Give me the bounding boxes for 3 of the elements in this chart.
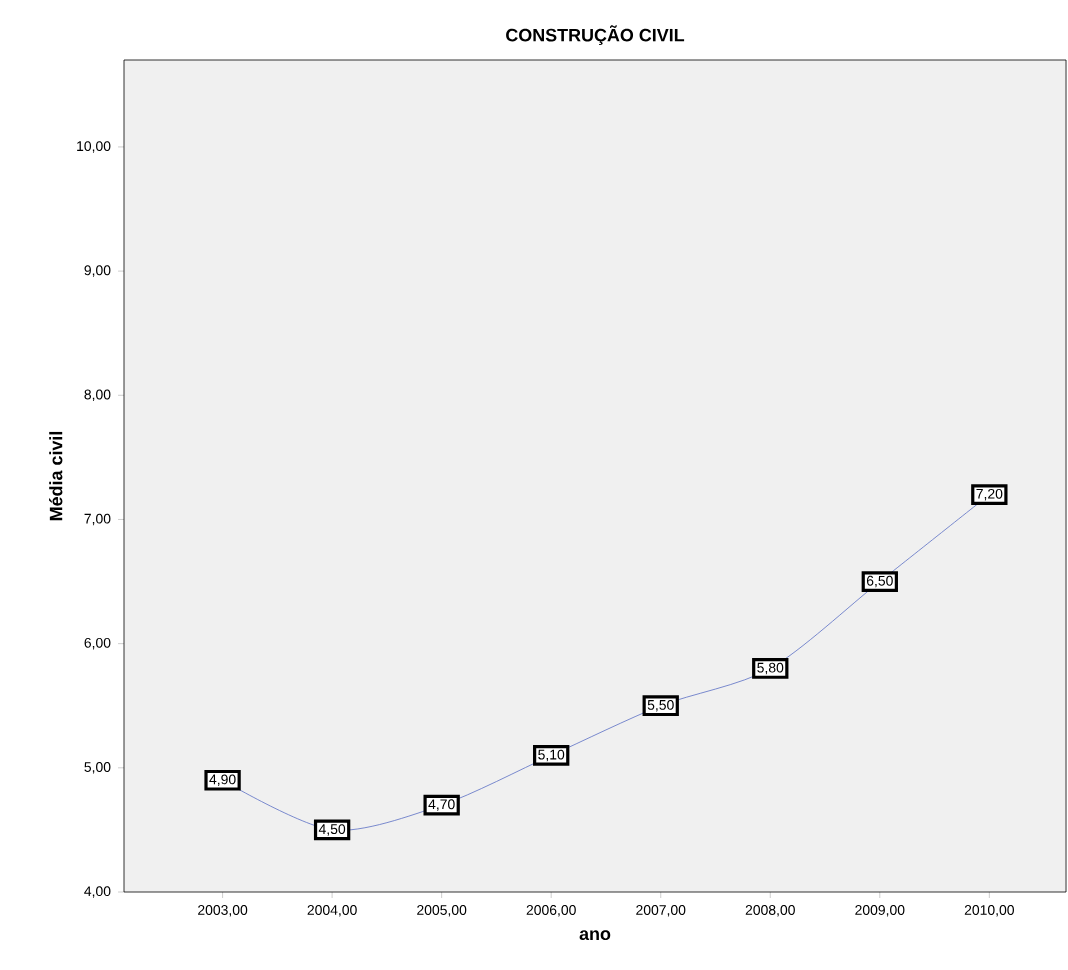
- x-axis-title: ano: [579, 930, 611, 941]
- chart-title: CONSTRUÇÃO CIVIL: [506, 25, 685, 45]
- y-axis-title: Média civil: [49, 431, 63, 521]
